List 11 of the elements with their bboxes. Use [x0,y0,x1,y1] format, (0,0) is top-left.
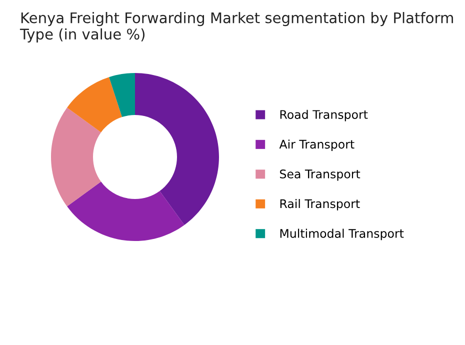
legend-label: Multimodal Transport [280,228,404,240]
donut-slice [67,182,184,241]
donut-slice [51,108,102,206]
legend-label: Rail Transport [280,199,360,210]
legend-label: Road Transport [280,110,368,122]
legend-label: Sea Transport [280,169,360,181]
donut-slice [109,73,135,118]
legend-label: Air Transport [279,140,354,151]
donut-slice [135,73,219,225]
chart-title: Kenya Freight Forwarding Market segmentation by Platform Type (in value %) [20,12,453,42]
donut-slice [67,77,122,132]
